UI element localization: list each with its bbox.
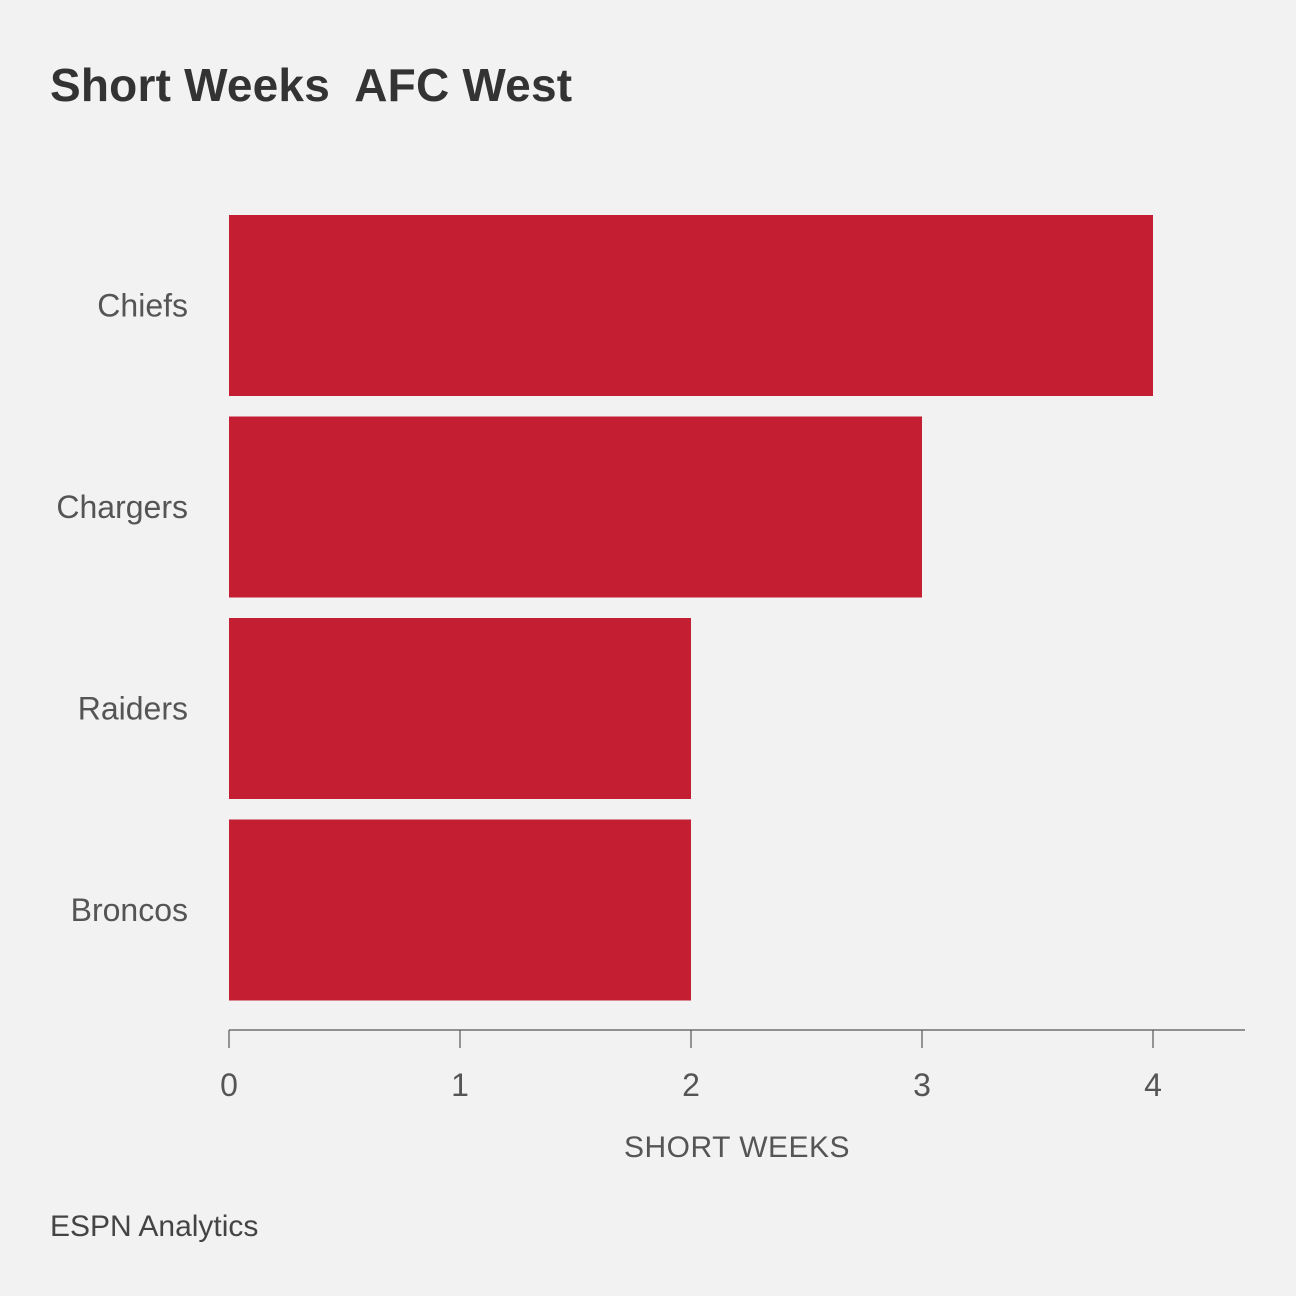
- bar-chiefs: [229, 215, 1153, 396]
- category-labels: Chiefs Chargers Raiders Broncos: [56, 288, 188, 929]
- category-label-raiders: Raiders: [78, 691, 188, 727]
- category-label-chargers: Chargers: [56, 489, 188, 525]
- bar-broncos: [229, 819, 691, 1001]
- x-axis-title: SHORT WEEKS: [624, 1131, 850, 1164]
- category-label-chiefs: Chiefs: [97, 288, 188, 324]
- source-credit: ESPN Analytics: [50, 1210, 259, 1243]
- bars-group: [229, 215, 1153, 1001]
- x-tick-label-3: 3: [913, 1067, 931, 1103]
- x-tick-label-2: 2: [682, 1067, 700, 1103]
- bar-chargers: [229, 416, 922, 598]
- x-tick-label-4: 4: [1144, 1067, 1162, 1103]
- x-tick-label-1: 1: [451, 1067, 469, 1103]
- category-label-broncos: Broncos: [71, 892, 188, 928]
- x-tick-label-0: 0: [220, 1067, 238, 1103]
- chart-title: Short Weeks AFC West: [50, 59, 573, 111]
- bar-raiders: [229, 618, 691, 799]
- x-axis-ticks: 0 1 2 3 4: [220, 1030, 1162, 1103]
